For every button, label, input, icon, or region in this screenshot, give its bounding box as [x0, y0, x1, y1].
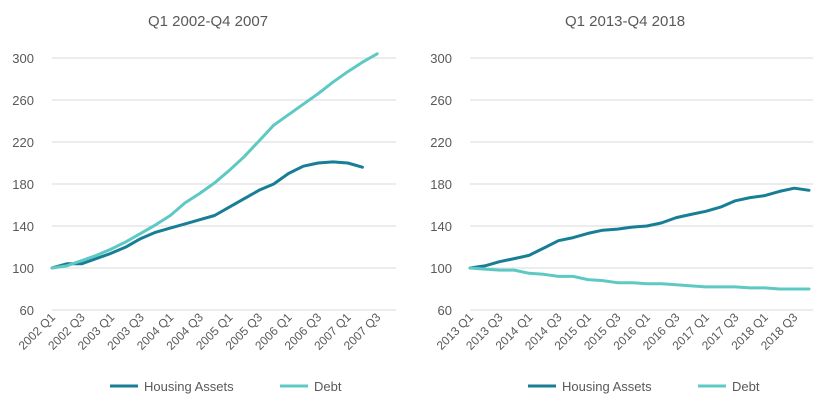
y-tick-label: 140 [12, 219, 34, 234]
series-line-housing-assets [50, 160, 364, 270]
legend-label: Housing Assets [144, 379, 234, 394]
y-tick-label: 180 [12, 177, 34, 192]
legend-label: Housing Assets [562, 379, 652, 394]
y-tick-label: 100 [430, 261, 452, 276]
y-tick-label: 220 [12, 135, 34, 150]
legend-label: Debt [732, 379, 760, 394]
y-tick-label: 300 [430, 51, 452, 66]
y-tick-label: 60 [20, 303, 34, 318]
y-tick-label: 140 [430, 219, 452, 234]
y-tick-label: 220 [430, 135, 452, 150]
chart-title: Q1 2002-Q4 2007 [148, 13, 268, 30]
y-tick-label: 60 [438, 303, 452, 318]
series-line-debt [50, 52, 379, 270]
y-tick-label: 300 [12, 51, 34, 66]
y-tick-label: 100 [12, 261, 34, 276]
chart-panel-left: Q1 2002-Q4 2007601001401802202603002002 … [12, 13, 396, 394]
y-tick-label: 180 [430, 177, 452, 192]
chart-panel-right: Q1 2013-Q4 2018601001401802202603002013 … [430, 13, 813, 394]
series-line-debt [468, 266, 811, 291]
legend-label: Debt [314, 379, 342, 394]
chart-title: Q1 2013-Q4 2018 [565, 13, 685, 30]
series-line-housing-assets [468, 186, 811, 270]
y-tick-label: 260 [12, 93, 34, 108]
y-tick-label: 260 [430, 93, 452, 108]
